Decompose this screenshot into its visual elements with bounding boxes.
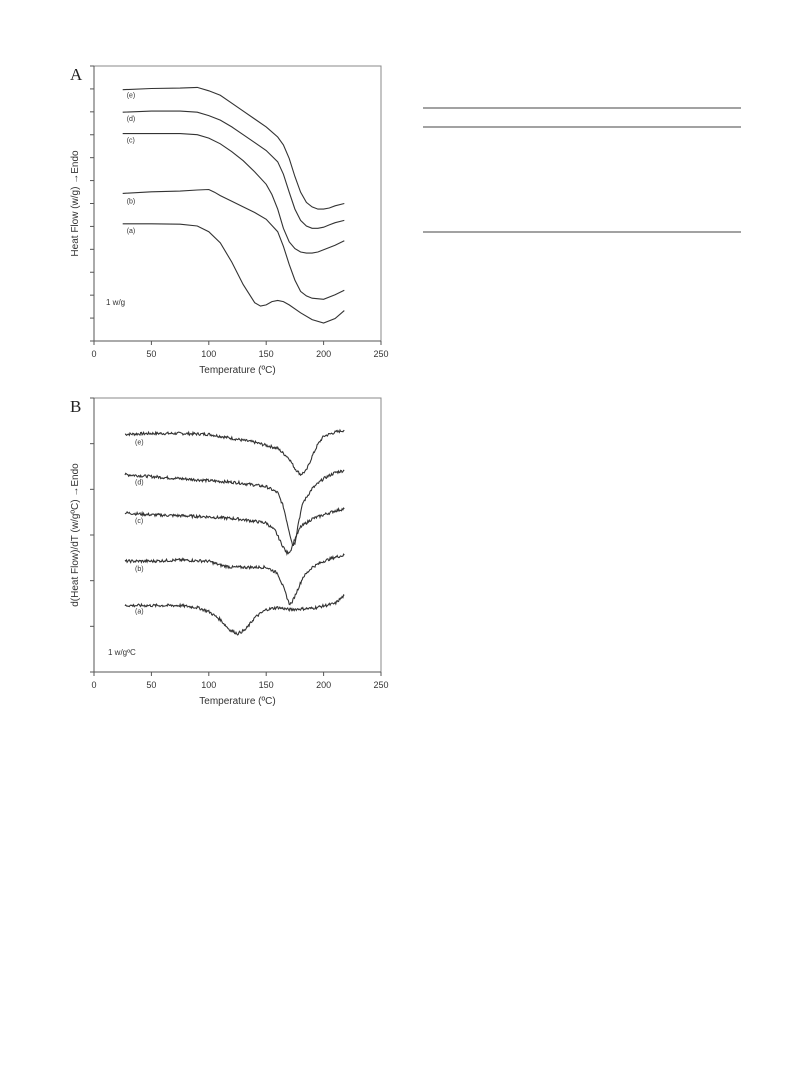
series-line-e bbox=[124, 428, 345, 477]
series-line-c bbox=[122, 133, 345, 254]
series-line-a bbox=[124, 593, 345, 636]
series-label-c: (c) bbox=[135, 518, 143, 525]
y-axis-title: Heat Flow (w/g) →Endo bbox=[70, 150, 81, 257]
panel-letter: A bbox=[70, 65, 83, 84]
series-label-c: (c) bbox=[127, 138, 135, 145]
scale-annotation: 1 w/g bbox=[106, 298, 125, 307]
series-label-e: (e) bbox=[135, 439, 144, 446]
x-tick-label: 150 bbox=[259, 349, 274, 359]
series-line-a bbox=[122, 223, 345, 324]
series-label-a: (a) bbox=[135, 609, 144, 616]
x-tick-label: 200 bbox=[316, 349, 331, 359]
x-tick-label: 50 bbox=[146, 680, 156, 690]
series-label-a: (a) bbox=[127, 228, 136, 235]
y-axis-title: d(Heat Flow)/dT (w/gºC) →Endo bbox=[70, 463, 81, 607]
series-label-b: (b) bbox=[135, 566, 144, 573]
panel-a-chart: A 0 50 100 150 200 250 Temperature (ºC) Heat Flo… bbox=[70, 65, 389, 376]
table-rules bbox=[423, 107, 741, 233]
x-tick-label: 0 bbox=[91, 349, 96, 359]
panel-b-chart: B 0 50 100 150 200 250 Temperature (ºC) d(Heat F… bbox=[70, 397, 389, 707]
x-tick-label: 250 bbox=[373, 349, 388, 359]
series-line-e bbox=[122, 86, 345, 210]
x-tick-label: 0 bbox=[91, 680, 96, 690]
series-line-b bbox=[122, 188, 345, 300]
x-tick-label: 200 bbox=[316, 680, 331, 690]
x-tick-label: 150 bbox=[259, 680, 274, 690]
series-line-d bbox=[122, 110, 345, 229]
x-tick-label: 50 bbox=[146, 349, 156, 359]
series-label-d: (d) bbox=[127, 116, 136, 123]
series-line-c bbox=[124, 507, 345, 556]
series-label-e: (e) bbox=[127, 93, 136, 100]
panel-letter: B bbox=[70, 397, 81, 416]
series-label-b: (b) bbox=[127, 198, 136, 205]
series-line-d bbox=[124, 469, 345, 547]
x-axis-title: Temperature (ºC) bbox=[199, 696, 275, 707]
x-axis-title: Temperature (ºC) bbox=[199, 365, 275, 376]
scale-annotation: 1 w/gºC bbox=[108, 648, 136, 657]
x-tick-label: 250 bbox=[373, 680, 388, 690]
series-label-d: (d) bbox=[135, 480, 144, 487]
series-line-b bbox=[124, 553, 345, 606]
x-tick-label: 100 bbox=[201, 349, 216, 359]
x-tick-label: 100 bbox=[201, 680, 216, 690]
